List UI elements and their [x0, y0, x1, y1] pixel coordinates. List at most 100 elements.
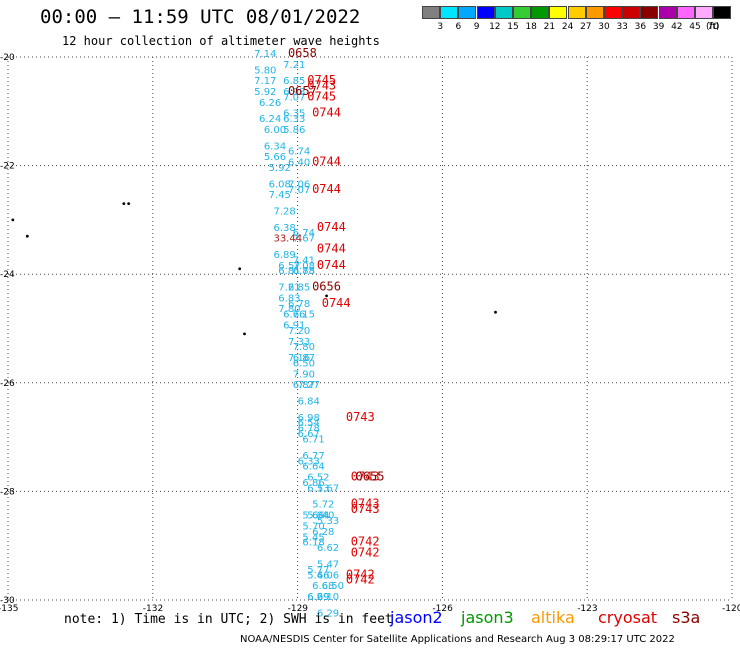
wave-height-label: 7.07	[288, 185, 310, 196]
wave-height-label: 6.33	[283, 114, 305, 125]
wave-height-label: 6.26	[259, 98, 281, 109]
wave-height-label: 7.17	[254, 76, 276, 87]
wave-height-label: 6.98	[283, 87, 305, 98]
wave-height-label: 6.77	[302, 451, 324, 462]
wave-height-label: 5.86	[283, 125, 305, 136]
pass-time-label: 0744	[312, 182, 341, 196]
legend-swatch	[713, 6, 732, 19]
island-dot	[122, 202, 126, 206]
wave-height-label: 6.15	[293, 310, 315, 321]
wave-height-label: 6.71	[302, 435, 324, 446]
legend-swatch	[640, 6, 659, 19]
legend-swatch	[476, 6, 495, 19]
lat-tick-label: -26	[0, 379, 15, 389]
legend-swatch	[695, 6, 713, 19]
wave-height-label: 7.06	[288, 179, 310, 190]
wave-height-label: 5.45	[302, 532, 324, 543]
pass-time-label: 0658	[288, 46, 317, 60]
wave-height-label: 7.67	[293, 234, 315, 245]
wave-height-label: 7.28	[273, 206, 295, 217]
lat-tick-label: -28	[0, 487, 15, 497]
satellite-altika: altika	[531, 608, 575, 627]
wave-height-label: 6.98	[298, 413, 320, 424]
lat-tick-label: -20	[0, 53, 15, 63]
wave-height-label: 7.80	[278, 304, 300, 315]
island-dot	[127, 202, 131, 206]
wave-height-label: 6.88	[293, 266, 315, 277]
wave-height-label: 5.77	[307, 565, 329, 576]
legend-swatch	[658, 6, 677, 19]
legend-swatch	[676, 6, 695, 19]
wave-height-label: 6.85	[288, 282, 310, 293]
wave-height-label: 6.67	[298, 429, 320, 440]
satellite-jason3: jason3	[461, 608, 514, 627]
wave-height-label: 7.45	[269, 190, 291, 201]
pass-time-labels: 0658074507430657074507440744074407440744…	[288, 46, 384, 587]
wave-height-label: 6.52	[307, 473, 329, 484]
satellite-jason2: jason2	[390, 608, 443, 627]
pass-time-label: 0743	[351, 497, 380, 511]
legend-label: 70	[707, 22, 719, 32]
legend-swatch	[531, 6, 550, 19]
wave-height-label: 6.06	[317, 570, 339, 581]
island-dot	[25, 234, 29, 238]
pass-time-label: 0745	[307, 73, 336, 87]
wave-height-label: 7.27	[298, 380, 320, 391]
wave-height-label: 6.78	[298, 424, 320, 435]
legend-label: 45	[689, 22, 701, 32]
legend-label: 15	[507, 22, 519, 32]
wave-height-label: 6.91	[283, 321, 305, 332]
map-title: 00:00 – 11:59 UTC 08/01/2022	[40, 6, 361, 28]
lon-tick-label: -120	[722, 604, 740, 614]
legend-label: 33	[616, 22, 628, 32]
wave-height-label: 5.92	[269, 163, 291, 174]
wave-height-label: 33.44	[273, 234, 302, 245]
wave-height-label: 7.33	[288, 337, 310, 348]
axis-labels: -20 -22 -24 -26 -28 -30-135 -132 -129 -126 -123 -1…	[0, 53, 740, 614]
lat-tick-label: -24	[0, 270, 15, 280]
pass-time-label: 0744	[312, 106, 341, 120]
wave-height-label: 6.18	[302, 538, 324, 549]
wave-height-label: 6.33	[298, 456, 320, 467]
wave-height-label: 5.92	[254, 87, 276, 98]
wave-height-label: 7.80	[293, 342, 315, 353]
wave-height-label: 6.09	[307, 592, 329, 603]
wave-height-label: 6.50	[322, 581, 344, 592]
wave-height-label: 7.21	[278, 282, 300, 293]
wave-height-label: 6.89	[273, 250, 295, 261]
wave-height-label: 5.72	[312, 500, 334, 511]
wave-height-label: 5.66	[302, 511, 324, 522]
wave-height-label: 7.41	[293, 255, 315, 266]
wave-height-label: 6.68	[312, 581, 334, 592]
wave-height-label: 7.08	[293, 261, 315, 272]
wave-height-label: 5.67	[317, 483, 339, 494]
lon-tick-label: -132	[143, 604, 163, 614]
wave-height-label: 5.46	[307, 570, 329, 581]
pass-time-label: 0655	[356, 470, 385, 484]
legend-swatch	[440, 6, 459, 19]
legend-swatch	[422, 6, 440, 19]
pass-time-label: 0744	[317, 241, 346, 255]
wave-height-label: 6.24	[259, 114, 281, 125]
legend-swatch	[458, 6, 477, 19]
wave-height-label: 6.29	[307, 592, 329, 603]
lon-tick-label: -135	[0, 604, 18, 614]
islands-layer	[11, 202, 497, 336]
wave-height-label: 6.40	[312, 511, 334, 522]
lat-tick-label: -22	[0, 162, 15, 172]
wave-height-label: 7.90	[293, 369, 315, 380]
lon-tick-label: -123	[577, 604, 597, 614]
wave-height-label: 6.40	[288, 158, 310, 169]
wave-height-label: 6.29	[317, 608, 339, 619]
wave-height-label: 6.78	[288, 299, 310, 310]
wave-height-label: 6.83	[278, 293, 300, 304]
legend-label: 9	[473, 22, 480, 32]
wave-height-label: 5.47	[317, 559, 339, 570]
wave-height-label: 6.86	[302, 478, 324, 489]
island-dot	[11, 218, 15, 222]
wave-height-label: 5.66	[264, 152, 286, 163]
island-dot	[243, 332, 246, 336]
map-subtitle: 12 hour collection of altimeter wave hei…	[62, 34, 380, 48]
wave-height-label: 6.00	[264, 125, 286, 136]
